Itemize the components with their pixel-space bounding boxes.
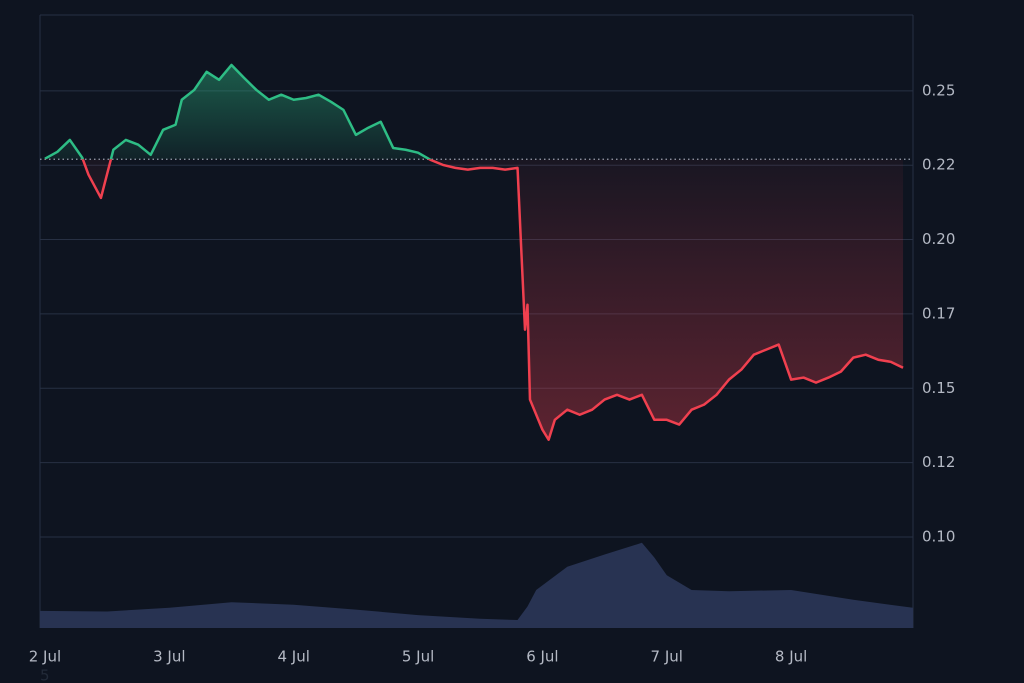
y-tick-label: 0.15 bbox=[922, 379, 955, 397]
y-tick-label: 0.20 bbox=[922, 230, 955, 248]
x-tick-label: 2 Jul bbox=[29, 648, 61, 666]
area-down bbox=[44, 159, 904, 440]
x-tick-label: 8 Jul bbox=[775, 648, 807, 666]
x-tick-label: 3 Jul bbox=[153, 648, 185, 666]
y-tick-label: 0.22 bbox=[922, 156, 955, 174]
area-up bbox=[44, 64, 430, 160]
y-tick-label: 0.17 bbox=[922, 304, 955, 322]
y-tick-label: 0.12 bbox=[922, 453, 955, 471]
x-tick-label: 5 Jul bbox=[402, 648, 434, 666]
volume-area bbox=[40, 542, 913, 628]
y-tick-label: 0.25 bbox=[922, 81, 955, 99]
line-up bbox=[44, 63, 433, 160]
line-down bbox=[45, 159, 904, 441]
x-tick-label: 7 Jul bbox=[651, 648, 683, 666]
x-tick-label: 6 Jul bbox=[526, 648, 558, 666]
x-tick-label: 4 Jul bbox=[277, 648, 309, 666]
footnote: 5 bbox=[40, 667, 50, 683]
y-tick-label: 0.10 bbox=[922, 527, 955, 545]
